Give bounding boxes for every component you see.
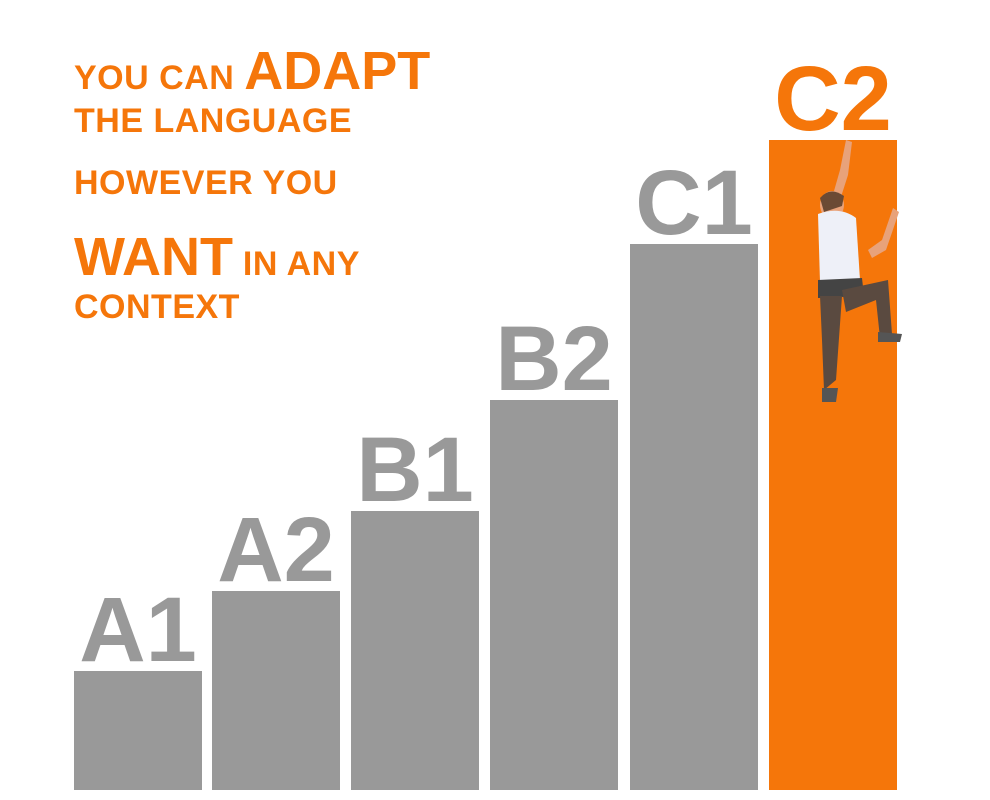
headline-text: IN ANY bbox=[232, 245, 360, 283]
level-bar bbox=[212, 591, 340, 790]
level-label: A2 bbox=[217, 499, 335, 601]
headline-text: HOWEVER YOU bbox=[74, 164, 338, 202]
headline-text: THE LANGUAGE bbox=[74, 102, 352, 140]
level-bar bbox=[630, 244, 758, 790]
headline-line: HOWEVER YOU bbox=[74, 164, 430, 226]
climber-illustration bbox=[818, 140, 902, 402]
level-label: B2 bbox=[495, 308, 613, 410]
headline-line: WANT IN ANY bbox=[74, 226, 430, 288]
level-bar bbox=[351, 511, 479, 790]
headline-emphasis: WANT bbox=[74, 227, 233, 287]
level-label: B1 bbox=[356, 419, 474, 521]
level-bar bbox=[490, 400, 618, 790]
level-label: C1 bbox=[635, 152, 753, 254]
level-label: A1 bbox=[79, 579, 197, 681]
headline-line: YOU CAN ADAPT bbox=[74, 40, 430, 102]
headline-line: CONTEXT bbox=[74, 288, 430, 350]
headline: YOU CAN ADAPT THE LANGUAGE HOWEVER YOU WANT… bbox=[74, 40, 430, 350]
level-bar bbox=[74, 671, 202, 790]
headline-emphasis: ADAPT bbox=[244, 41, 431, 101]
headline-text: YOU CAN bbox=[74, 59, 245, 97]
headline-text: CONTEXT bbox=[74, 288, 240, 326]
level-label: C2 bbox=[774, 48, 892, 150]
headline-line: THE LANGUAGE bbox=[74, 102, 430, 164]
